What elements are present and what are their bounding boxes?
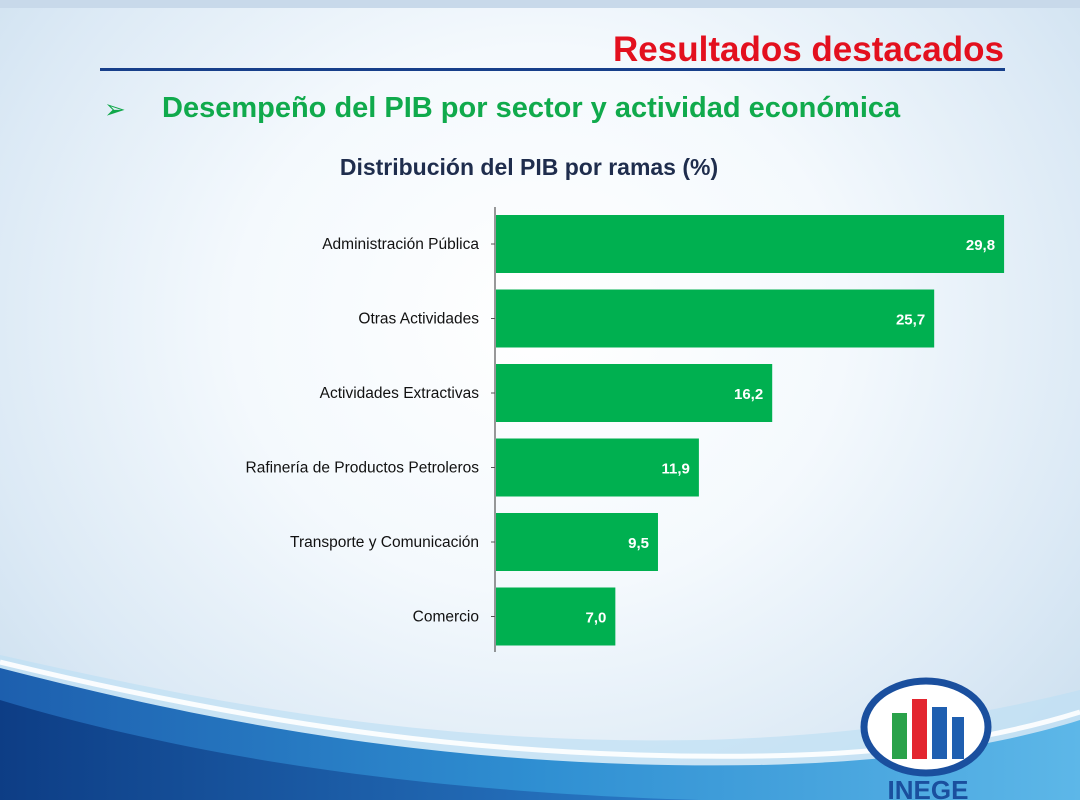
category-label: Administración Pública: [322, 236, 479, 253]
value-label: 11,9: [662, 461, 690, 478]
category-label: Rafinería de Productos Petroleros: [246, 460, 480, 477]
bullet-arrow-icon: ➢: [104, 94, 126, 124]
bar: [496, 513, 658, 571]
category-label: Transporte y Comunicación: [290, 534, 479, 551]
value-label: 16,2: [734, 386, 763, 403]
value-label: 29,8: [966, 237, 995, 254]
bar: [496, 438, 699, 497]
category-label: Comercio: [413, 609, 479, 626]
bar: [496, 289, 935, 348]
value-label: 7,0: [585, 610, 606, 627]
bar: [496, 215, 1005, 273]
value-label: 9,5: [628, 535, 649, 552]
top-bar: [0, 0, 1080, 8]
category-label: Otras Actividades: [358, 311, 479, 328]
title-rule: [100, 68, 1005, 71]
slide-subtitle: Desempeño del PIB por sector y actividad…: [162, 92, 901, 124]
value-label: 25,7: [896, 312, 925, 329]
bar-chart-logo-icon: INEGE: [860, 677, 992, 800]
category-label: Actividades Extractivas: [320, 385, 480, 402]
logo-text: INEGE: [888, 775, 969, 800]
bar: [496, 364, 773, 422]
bar: [496, 587, 616, 646]
chart-title: Distribución del PIB por ramas (%): [339, 154, 719, 180]
slide-title: Resultados destacados: [613, 30, 1004, 69]
